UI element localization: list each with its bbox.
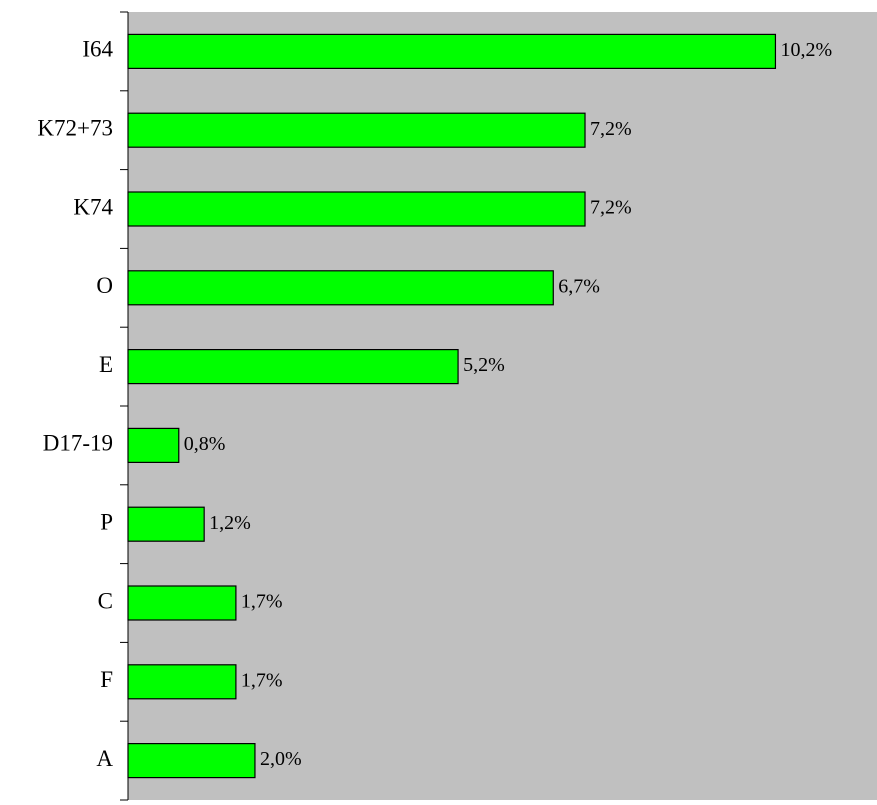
bar (127, 585, 237, 621)
y-tick-label: K74 (73, 194, 113, 219)
data-label: 1,2% (209, 512, 251, 534)
y-tick-label: D17-19 (43, 431, 113, 456)
data-label: 7,2% (590, 118, 632, 140)
data-label: 7,2% (590, 197, 632, 219)
bar (127, 742, 256, 779)
y-tick-label: O (96, 273, 113, 298)
data-label: 0,8% (184, 433, 226, 455)
bar (127, 270, 554, 306)
data-label: 1,7% (241, 669, 283, 691)
data-label: 2,0% (260, 748, 302, 770)
data-label: 6,7% (558, 275, 600, 297)
bar (127, 191, 586, 227)
y-tick-label: I64 (82, 37, 113, 62)
y-tick-label: E (99, 352, 113, 377)
data-label: 1,7% (241, 591, 283, 613)
y-tick-label: K72+73 (37, 115, 113, 140)
bar (127, 349, 459, 385)
data-label: 5,2% (463, 354, 505, 376)
y-tick-label: A (96, 746, 113, 771)
y-tick-label: F (100, 667, 113, 692)
bar (127, 506, 205, 542)
bar (127, 33, 777, 70)
y-tick-label: P (100, 509, 113, 534)
bar (127, 664, 237, 700)
bar (127, 427, 180, 463)
data-label: 10,2% (780, 39, 832, 61)
y-tick-label: C (98, 588, 113, 613)
bar (127, 112, 586, 148)
